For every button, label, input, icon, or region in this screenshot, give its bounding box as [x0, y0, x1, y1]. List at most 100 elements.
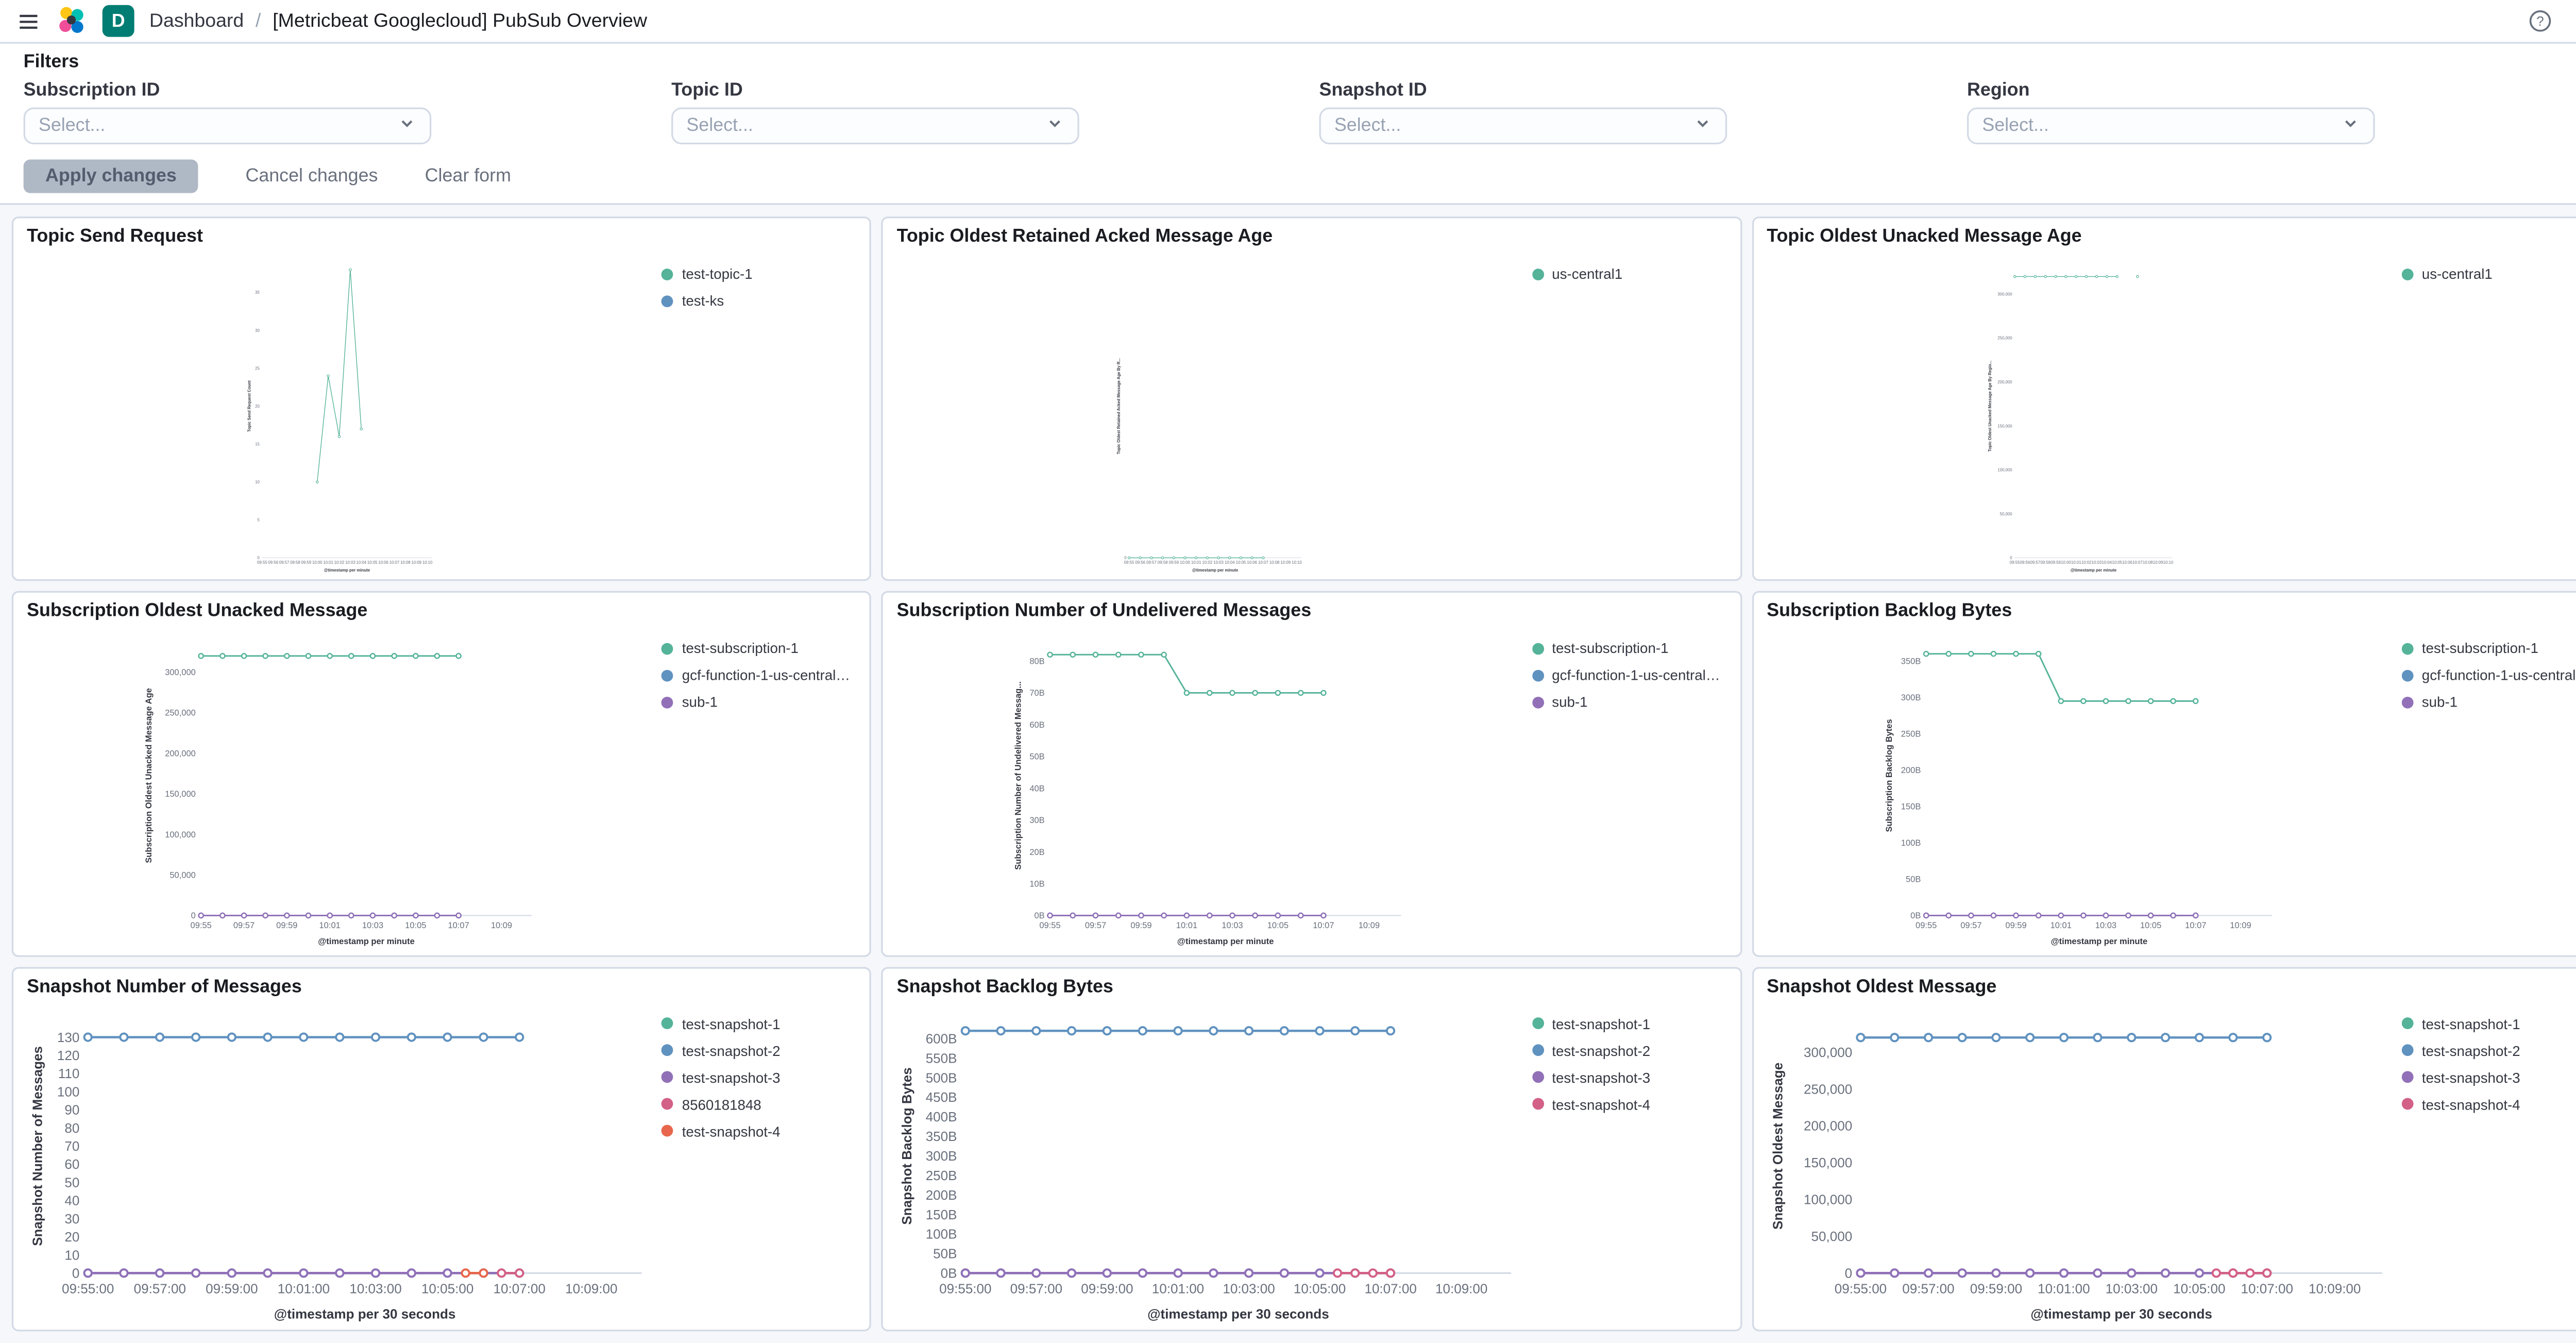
svg-text:09:57: 09:57 — [279, 560, 290, 565]
legend-item[interactable]: test-snapshot-4 — [1532, 1096, 1726, 1113]
chevron-down-icon — [2341, 114, 2360, 138]
chevron-down-icon — [1693, 114, 1712, 138]
panel-title[interactable]: Topic Send Request — [27, 226, 203, 247]
legend-item[interactable]: test-snapshot-1 — [662, 1015, 857, 1032]
chart-canvas[interactable]: 0 50,000 100,000 150,000 200,000 250,000 300,0… — [1767, 998, 2395, 1323]
svg-text:0: 0 — [1125, 556, 1127, 560]
legend-color-dot — [662, 669, 674, 682]
svg-text:@timestamp per minute: @timestamp per minute — [2070, 568, 2116, 573]
chart-canvas[interactable]: 0 50,000 100,000 150,000 200,000 250,000 300,0… — [1767, 248, 2395, 573]
legend-color-dot — [2401, 1017, 2414, 1030]
elastic-logo[interactable] — [56, 5, 88, 37]
legend-color-dot — [2401, 1044, 2414, 1056]
svg-text:250B: 250B — [926, 1167, 958, 1183]
legend-item[interactable]: test-snapshot-4 — [2401, 1096, 2576, 1113]
legend-color-dot — [2401, 1071, 2414, 1083]
panel-body: 0B 50B 100B 150B 200B 250B 300B 350B 400B 450B 500… — [897, 998, 1726, 1323]
space-badge[interactable]: D — [102, 5, 134, 37]
svg-text:10:09: 10:09 — [491, 921, 512, 931]
svg-text:09:55:00: 09:55:00 — [62, 1280, 114, 1296]
topic-id-select[interactable]: Select... — [671, 107, 1079, 145]
svg-text:10:07: 10:07 — [2132, 560, 2142, 565]
svg-text:10:03: 10:03 — [362, 921, 383, 931]
legend-item[interactable]: test-snapshot-3 — [1532, 1069, 1726, 1086]
svg-text:90: 90 — [64, 1101, 79, 1117]
cancel-changes-button[interactable]: Cancel changes — [245, 166, 378, 187]
legend-item[interactable]: test-snapshot-4 — [662, 1122, 857, 1139]
subscription-id-select[interactable]: Select... — [23, 107, 432, 145]
help-icon[interactable]: ? — [2528, 8, 2553, 33]
snapshot-id-select[interactable]: Select... — [1319, 107, 1727, 145]
legend-item[interactable]: test-subscription-1 — [2401, 640, 2576, 657]
legend-color-dot — [1532, 267, 1544, 280]
legend-label: test-topic-1 — [682, 265, 753, 282]
chevron-down-icon — [398, 114, 416, 138]
legend-color-dot — [2401, 643, 2414, 654]
legend-item[interactable]: test-snapshot-2 — [1532, 1042, 1726, 1059]
svg-text:09:55: 09:55 — [1915, 921, 1936, 931]
legend-color-dot — [1532, 1098, 1544, 1110]
legend-label: test-snapshot-4 — [1552, 1096, 1651, 1113]
legend-color-dot — [1532, 669, 1544, 682]
chart-canvas[interactable]: 0 50,000 100,000 150,000 200,000 250,000 300,0… — [27, 624, 655, 948]
panel-title[interactable]: Subscription Backlog Bytes — [1767, 601, 2012, 622]
legend-item[interactable]: test-snapshot-1 — [2401, 1015, 2576, 1032]
svg-text:10:01: 10:01 — [1177, 921, 1198, 931]
panel-title[interactable]: Snapshot Backlog Bytes — [896, 976, 1113, 997]
svg-text:09:55: 09:55 — [1125, 560, 1135, 565]
panel-title[interactable]: Subscription Oldest Unacked Message — [27, 601, 368, 622]
legend-label: test-snapshot-4 — [2421, 1096, 2520, 1113]
panel-title[interactable]: Snapshot Number of Messages — [27, 976, 302, 997]
legend-item[interactable]: gcf-function-1-us-central1-te... — [1532, 667, 1726, 684]
legend-item[interactable]: sub-1 — [1532, 694, 1726, 711]
legend-item[interactable]: gcf-function-1-us-central1-te... — [662, 667, 856, 684]
svg-text:30: 30 — [64, 1211, 79, 1226]
svg-text:@timestamp per 30 seconds: @timestamp per 30 seconds — [2030, 1305, 2212, 1321]
panel-title[interactable]: Topic Oldest Retained Acked Message Age — [896, 226, 1273, 247]
svg-text:@timestamp per 30 seconds: @timestamp per 30 seconds — [274, 1305, 456, 1321]
svg-text:09:57:00: 09:57:00 — [134, 1280, 186, 1296]
chart-canvas[interactable]: 0B 10B 20B 30B 40B 50B 60B 70B 80B 09:55 09:57 09:5… — [897, 624, 1525, 948]
svg-text:200,000: 200,000 — [165, 749, 196, 759]
chart-legend: us-central1 — [2395, 248, 2576, 573]
legend-item[interactable]: test-snapshot-3 — [2401, 1069, 2576, 1086]
panel-title[interactable]: Topic Oldest Unacked Message Age — [1767, 226, 2082, 247]
menu-icon[interactable] — [17, 9, 41, 33]
svg-text:10:10: 10:10 — [2162, 560, 2173, 565]
legend-item[interactable]: test-topic-1 — [662, 265, 857, 282]
legend-item[interactable]: sub-1 — [662, 694, 857, 711]
svg-text:10:02: 10:02 — [2081, 560, 2091, 565]
legend-item[interactable]: test-snapshot-2 — [662, 1042, 857, 1059]
legend-item[interactable]: us-central1 — [2401, 265, 2576, 282]
svg-text:300B: 300B — [1901, 694, 1921, 703]
legend-item[interactable]: test-subscription-1 — [662, 640, 857, 657]
region-select[interactable]: Select... — [1967, 107, 2375, 145]
legend-item[interactable]: 8560181848 — [662, 1096, 857, 1113]
legend-item[interactable]: test-snapshot-2 — [2401, 1042, 2576, 1059]
chart-canvas[interactable]: 0B 50B 100B 150B 200B 250B 300B 350B 400B 450B 500… — [897, 998, 1525, 1323]
legend-item[interactable]: test-ks — [662, 292, 857, 309]
panel-title[interactable]: Snapshot Oldest Message — [1767, 976, 1997, 997]
breadcrumb-dashboard-link[interactable]: Dashboard — [149, 11, 244, 31]
legend-item[interactable]: sub-1 — [2401, 694, 2576, 711]
apply-changes-button[interactable]: Apply changes — [23, 159, 199, 193]
legend-item[interactable]: test-snapshot-1 — [1532, 1015, 1726, 1032]
chart-canvas[interactable]: 0 10 20 30 40 50 60 70 80 90 100 110 120 130 09:55:00 0… — [27, 998, 655, 1323]
legend-item[interactable]: test-snapshot-3 — [662, 1069, 857, 1086]
legend-item[interactable]: gcf-function-1-us-central1-te... — [2401, 667, 2576, 684]
svg-text:100,000: 100,000 — [165, 831, 196, 840]
panel-title[interactable]: Subscription Number of Undelivered Messa… — [896, 601, 1312, 622]
region-placeholder: Select... — [1982, 115, 2049, 136]
legend-item[interactable]: test-subscription-1 — [1532, 640, 1726, 657]
svg-text:10:00: 10:00 — [2060, 560, 2071, 565]
chart-canvas[interactable]: 009:55 09:56 09:57 09:58 09:59 10:00 10:01 10:0… — [897, 248, 1525, 573]
legend-item[interactable]: us-central1 — [1532, 265, 1726, 282]
svg-text:10:02: 10:02 — [1203, 560, 1213, 565]
chart-canvas[interactable]: 0B 50B 100B 150B 200B 250B 300B 350B 09:55 09:57 0… — [1767, 624, 2395, 948]
legend-label: test-subscription-1 — [1552, 640, 1669, 657]
svg-text:300,000: 300,000 — [165, 668, 196, 678]
clear-form-button[interactable]: Clear form — [425, 166, 511, 187]
snapshot-id-label: Snapshot ID — [1319, 80, 1427, 101]
